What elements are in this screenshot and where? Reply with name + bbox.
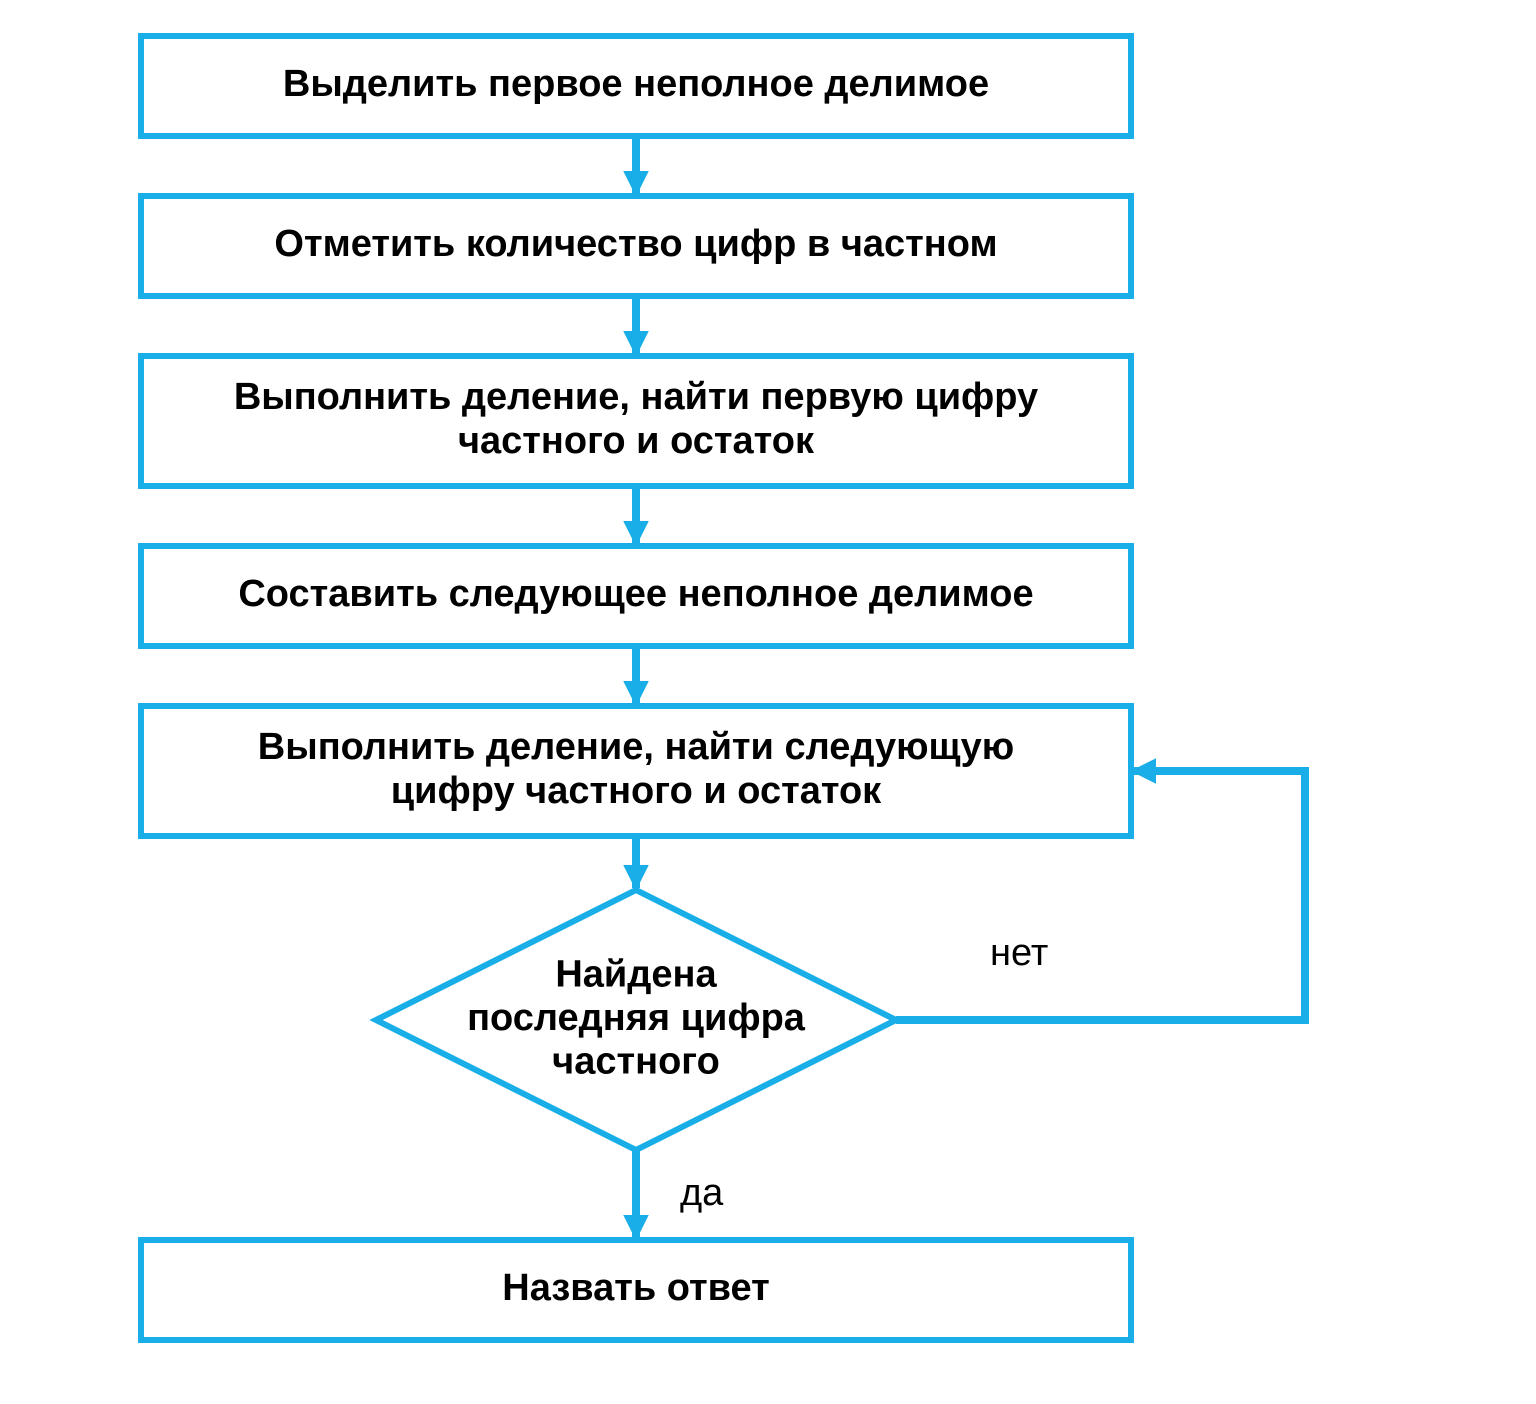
node-n3-text-0: Выполнить деление, найти первую цифру — [234, 376, 1038, 418]
node-n1: Выделить первое неполное делимое — [141, 36, 1131, 136]
node-n2-text-0: Отметить количество цифр в частном — [274, 223, 997, 265]
node-n3: Выполнить деление, найти первую цифручас… — [141, 356, 1131, 486]
node-n6: Назвать ответ — [141, 1240, 1131, 1340]
node-n6-text-0: Назвать ответ — [502, 1267, 769, 1309]
node-n3-text-1: частного и остаток — [458, 420, 815, 462]
node-n4-text-0: Составить следующее неполное делимое — [238, 573, 1033, 615]
node-d1-text-1: последняя цифра — [467, 997, 806, 1039]
node-d1: Найденапоследняя цифрачастного — [376, 890, 896, 1150]
label-no: нет — [990, 932, 1048, 974]
node-n1-text-0: Выделить первое неполное делимое — [283, 63, 989, 105]
node-n5-text-1: цифру частного и остаток — [391, 770, 882, 812]
node-n2: Отметить количество цифр в частном — [141, 196, 1131, 296]
node-d1-text-2: частного — [552, 1041, 720, 1083]
node-n5: Выполнить деление, найти следующуюцифру … — [141, 706, 1131, 836]
node-n4: Составить следующее неполное делимое — [141, 546, 1131, 646]
label-yes: да — [680, 1172, 724, 1214]
node-n5-text-0: Выполнить деление, найти следующую — [258, 726, 1014, 768]
node-d1-text-0: Найдена — [555, 953, 717, 995]
